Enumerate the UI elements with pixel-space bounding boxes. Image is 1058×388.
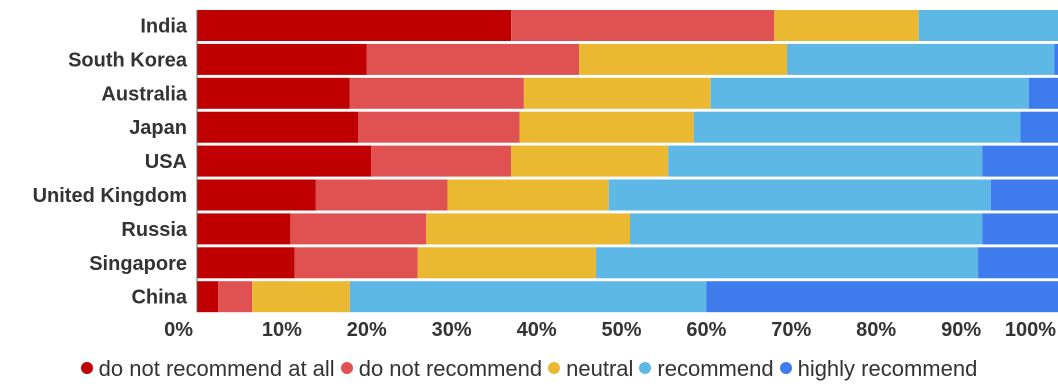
legend-label: recommend xyxy=(657,356,774,381)
legend: do not recommend at all do not recommend n… xyxy=(0,356,1058,382)
bar-segment xyxy=(197,43,367,75)
x-tick-label: 30% xyxy=(432,319,472,341)
bar-segment xyxy=(366,43,580,75)
bar-segment xyxy=(990,179,1058,211)
bar-segment xyxy=(511,145,669,177)
bar-segment xyxy=(511,10,775,41)
bar-segment xyxy=(197,247,295,279)
legend-label: neutral xyxy=(566,356,634,381)
stacked-bar-chart: India South Korea Australia Japan USA United … xyxy=(33,10,1058,341)
bar-segment xyxy=(978,247,1058,279)
x-tick-label: 10% xyxy=(262,319,302,341)
category-label: United Kingdom xyxy=(33,185,187,207)
bar-segment xyxy=(710,77,1030,109)
category-label: USA xyxy=(145,151,187,173)
bar-segment xyxy=(349,77,524,109)
bar-segment xyxy=(668,145,983,177)
bar-segment xyxy=(982,213,1058,245)
category-labels: India South Korea Australia Japan USA United … xyxy=(33,16,188,309)
bar-segment xyxy=(787,43,1055,75)
bar-segment xyxy=(706,281,1058,313)
category-label: Singapore xyxy=(89,253,187,275)
bar-segment xyxy=(358,111,520,143)
x-tick-label: 50% xyxy=(601,319,641,341)
bar-segment xyxy=(290,213,427,245)
bar-segment xyxy=(197,77,350,109)
bar-segment xyxy=(197,213,291,245)
bar-segment xyxy=(523,77,711,109)
bar-segment xyxy=(579,43,788,75)
category-label: China xyxy=(131,287,187,309)
bar-segment xyxy=(197,10,512,41)
x-tick-label: 100% xyxy=(1005,319,1056,341)
legend-item: neutral xyxy=(548,356,633,382)
bar-segment xyxy=(218,281,253,313)
bar-segment xyxy=(197,111,359,143)
bar-segment xyxy=(629,213,983,245)
bar-segment xyxy=(197,179,316,211)
x-tick-label: 20% xyxy=(347,319,387,341)
category-label: Australia xyxy=(101,83,187,105)
x-tick-label: 60% xyxy=(686,319,726,341)
bar-segment xyxy=(774,10,919,41)
bar-segment xyxy=(349,281,707,313)
bar-segment xyxy=(982,145,1058,177)
bar-segment xyxy=(294,247,418,279)
bar-segment xyxy=(447,179,609,211)
bar-segment xyxy=(426,213,630,245)
legend-label: do not recommend xyxy=(358,356,543,381)
bar-segment xyxy=(197,145,372,177)
bar-segment xyxy=(1020,111,1058,143)
legend-dot-icon xyxy=(80,362,93,374)
legend-label: highly recommend xyxy=(797,356,978,381)
x-tick-label: 80% xyxy=(856,319,896,341)
x-tick-label: 40% xyxy=(517,319,557,341)
category-label: Japan xyxy=(129,117,187,139)
bar-segment xyxy=(315,179,448,211)
category-label: South Korea xyxy=(68,49,188,71)
legend-item: recommend xyxy=(639,356,774,382)
bar-segment xyxy=(197,281,219,313)
category-label: India xyxy=(140,16,188,38)
bar-segment xyxy=(371,145,512,177)
bar-segment xyxy=(918,10,1058,41)
legend-dot-icon xyxy=(639,362,652,374)
legend-dot-icon xyxy=(779,362,792,374)
bar-segment xyxy=(693,111,1021,143)
x-tick-label: 70% xyxy=(771,319,811,341)
bar-segment xyxy=(417,247,597,279)
category-label: Russia xyxy=(121,219,187,241)
x-tick-labels: 0% 10% 20% 30% 40% 50% 60% 70% 80% 90% 100% xyxy=(164,319,1056,341)
legend-dot-icon xyxy=(340,362,353,374)
legend-item: do not recommend xyxy=(340,356,543,382)
legend-dot-icon xyxy=(548,362,561,374)
bar-segment xyxy=(519,111,694,143)
bar-segment xyxy=(596,247,979,279)
legend-item: highly recommend xyxy=(779,356,978,382)
bar-segment xyxy=(252,281,350,313)
legend-item: do not recommend at all xyxy=(80,356,335,382)
bar-segment xyxy=(1054,43,1058,75)
bar-segment xyxy=(608,179,991,211)
x-tick-label: 90% xyxy=(941,319,981,341)
x-tick-label: 0% xyxy=(164,319,193,341)
bar-segment xyxy=(1029,77,1058,109)
bars-group xyxy=(197,10,1058,313)
legend-label: do not recommend at all xyxy=(98,356,335,381)
